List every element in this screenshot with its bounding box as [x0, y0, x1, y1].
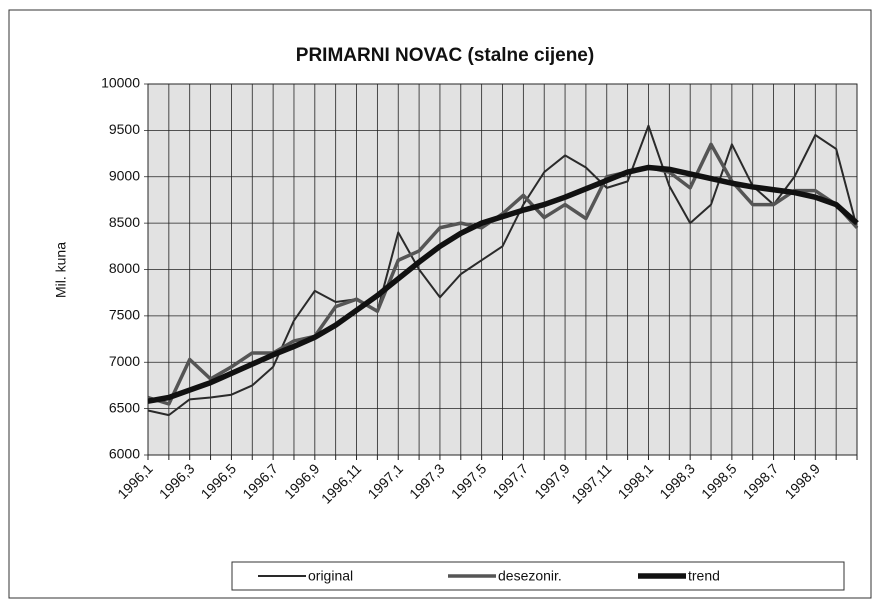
y-tick-label: 8000	[109, 260, 140, 276]
legend-label: trend	[688, 568, 720, 584]
line-0	[147, 124, 858, 417]
chart-title: PRIMARNI NOVAC (stalne cijene)	[296, 45, 594, 66]
y-tick-label: 10000	[101, 75, 140, 91]
y-tick-label: 9000	[109, 167, 140, 183]
legend-label: desezonir.	[498, 568, 562, 584]
y-tick-label: 7500	[109, 307, 140, 323]
y-tick-label: 7000	[109, 353, 140, 369]
line-2	[147, 164, 859, 404]
y-tick-label: 6500	[109, 399, 140, 415]
y-tick-label: 8500	[109, 214, 140, 230]
y-tick-label: 6000	[109, 446, 140, 462]
y-tick-label: 9500	[109, 121, 140, 137]
legend	[231, 561, 845, 591]
y-axis-label: Mil. kuna	[53, 242, 69, 298]
legend-label: original	[308, 568, 353, 584]
